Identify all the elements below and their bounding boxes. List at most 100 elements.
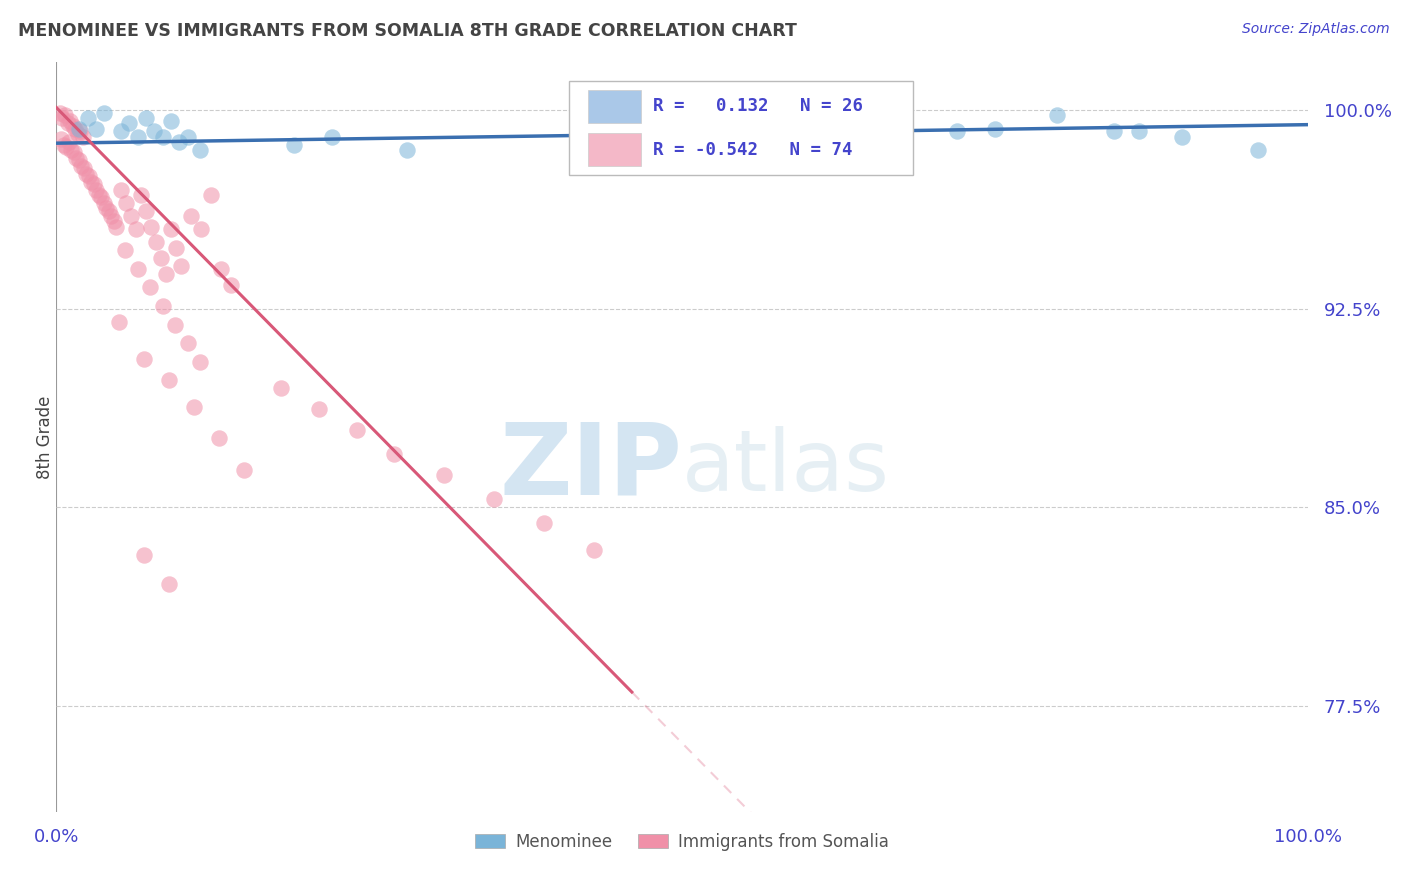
Point [157, 577, 180, 591]
Point [110, 124, 132, 138]
Point [484, 492, 506, 507]
Point [170, 260, 193, 274]
Point [75, 167, 97, 181]
Point [209, 262, 232, 277]
Point [135, 203, 157, 218]
Point [160, 222, 183, 236]
Point [139, 280, 162, 294]
FancyBboxPatch shape [588, 133, 641, 166]
Point [984, 121, 1007, 136]
FancyBboxPatch shape [569, 81, 914, 175]
Point [141, 219, 163, 234]
Text: ZIP: ZIP [499, 418, 682, 516]
Point [1102, 124, 1125, 138]
Point [176, 129, 198, 144]
Point [808, 116, 831, 130]
Point [135, 111, 157, 125]
Point [83, 178, 105, 192]
Point [165, 241, 187, 255]
Point [1046, 108, 1069, 122]
Point [270, 381, 292, 395]
Point [62, 145, 84, 160]
Point [87, 187, 110, 202]
Point [346, 424, 368, 438]
Point [60, 143, 83, 157]
Point [49, 105, 72, 120]
Point [72, 129, 94, 144]
Point [90, 190, 112, 204]
Point [1246, 143, 1268, 157]
Text: Source: ZipAtlas.com: Source: ZipAtlas.com [1241, 22, 1389, 37]
Point [321, 129, 343, 144]
Point [105, 219, 128, 234]
Point [93, 195, 115, 210]
Point [115, 195, 138, 210]
Point [150, 252, 173, 266]
Point [583, 542, 606, 557]
Point [62, 119, 84, 133]
Point [1171, 129, 1194, 144]
Point [52, 137, 75, 152]
Point [433, 468, 456, 483]
Point [76, 111, 98, 125]
Point [108, 315, 131, 329]
Point [118, 116, 141, 130]
Point [125, 222, 148, 236]
Point [308, 402, 330, 417]
Point [167, 135, 190, 149]
Point [233, 463, 256, 477]
Point [183, 400, 205, 414]
Point [188, 354, 211, 368]
Point [145, 235, 167, 250]
Point [55, 140, 77, 154]
Text: MENOMINEE VS IMMIGRANTS FROM SOMALIA 8TH GRADE CORRELATION CHART: MENOMINEE VS IMMIGRANTS FROM SOMALIA 8TH… [18, 22, 797, 40]
FancyBboxPatch shape [588, 90, 641, 123]
Point [142, 124, 165, 138]
Point [67, 121, 90, 136]
Point [127, 262, 149, 277]
Point [946, 124, 969, 138]
Point [80, 175, 103, 189]
Point [176, 336, 198, 351]
Text: R = -0.542   N = 74: R = -0.542 N = 74 [654, 141, 852, 159]
Point [67, 153, 90, 168]
Point [93, 105, 115, 120]
Point [77, 169, 100, 184]
Point [96, 201, 118, 215]
Point [152, 299, 174, 313]
Point [56, 116, 79, 130]
Point [84, 182, 107, 196]
Point [180, 209, 202, 223]
Point [69, 124, 91, 138]
Point [103, 214, 125, 228]
Point [382, 447, 405, 461]
Point [58, 135, 80, 149]
Y-axis label: 8th Grade: 8th Grade [37, 395, 53, 479]
Point [131, 187, 153, 202]
Point [160, 113, 183, 128]
Point [165, 318, 187, 332]
Point [208, 431, 231, 445]
Point [132, 351, 155, 366]
Point [132, 548, 155, 562]
Point [1128, 124, 1150, 138]
Text: R =   0.132   N = 26: R = 0.132 N = 26 [654, 97, 863, 115]
Point [100, 209, 122, 223]
Point [73, 161, 96, 176]
Point [120, 209, 142, 223]
Point [66, 127, 89, 141]
Point [59, 113, 82, 128]
Point [188, 143, 211, 157]
Legend: Menominee, Immigrants from Somalia: Menominee, Immigrants from Somalia [468, 826, 896, 857]
Point [155, 267, 177, 281]
Point [70, 159, 93, 173]
Point [200, 187, 222, 202]
Point [51, 111, 73, 125]
Text: atlas: atlas [682, 425, 890, 508]
Point [283, 137, 305, 152]
Point [221, 277, 243, 292]
Point [157, 373, 180, 387]
Point [84, 121, 107, 136]
Point [127, 129, 149, 144]
Point [152, 129, 174, 144]
